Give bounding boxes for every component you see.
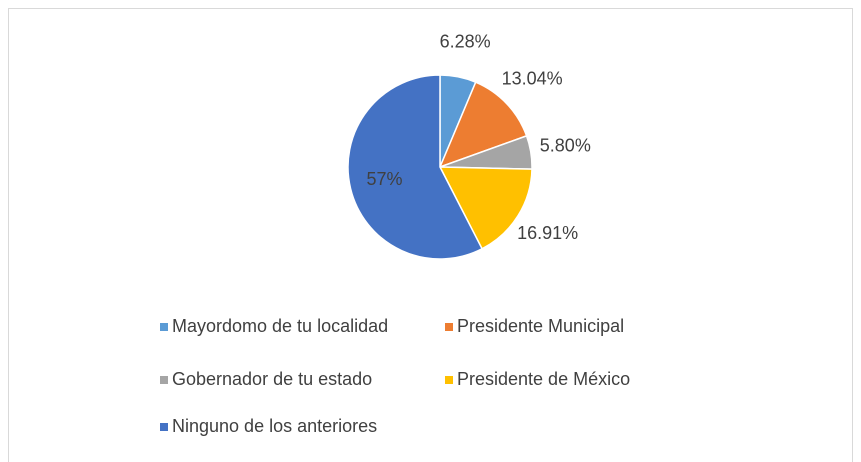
- pie-slice: [438, 166, 533, 250]
- legend-label: Gobernador de tu estado: [172, 369, 372, 389]
- legend-marker: [445, 323, 453, 331]
- pie-slice: [347, 74, 484, 260]
- legend-marker: [160, 323, 168, 331]
- legend-marker: [160, 423, 168, 431]
- data-label: 5.80%: [540, 135, 591, 155]
- pie-slice: [438, 81, 528, 169]
- legend-label: Ninguno de los anteriores: [172, 416, 377, 436]
- legend-marker: [445, 376, 453, 384]
- data-label: 57%: [367, 169, 403, 189]
- data-label: 6.28%: [440, 31, 491, 51]
- legend-label: Presidente Municipal: [457, 316, 624, 336]
- legend-label: Mayordomo de tu localidad: [172, 316, 388, 336]
- legend-label: Presidente de México: [457, 369, 630, 389]
- data-label: 16.91%: [517, 223, 578, 243]
- legend-marker: [160, 376, 168, 384]
- data-label: 13.04%: [502, 68, 563, 88]
